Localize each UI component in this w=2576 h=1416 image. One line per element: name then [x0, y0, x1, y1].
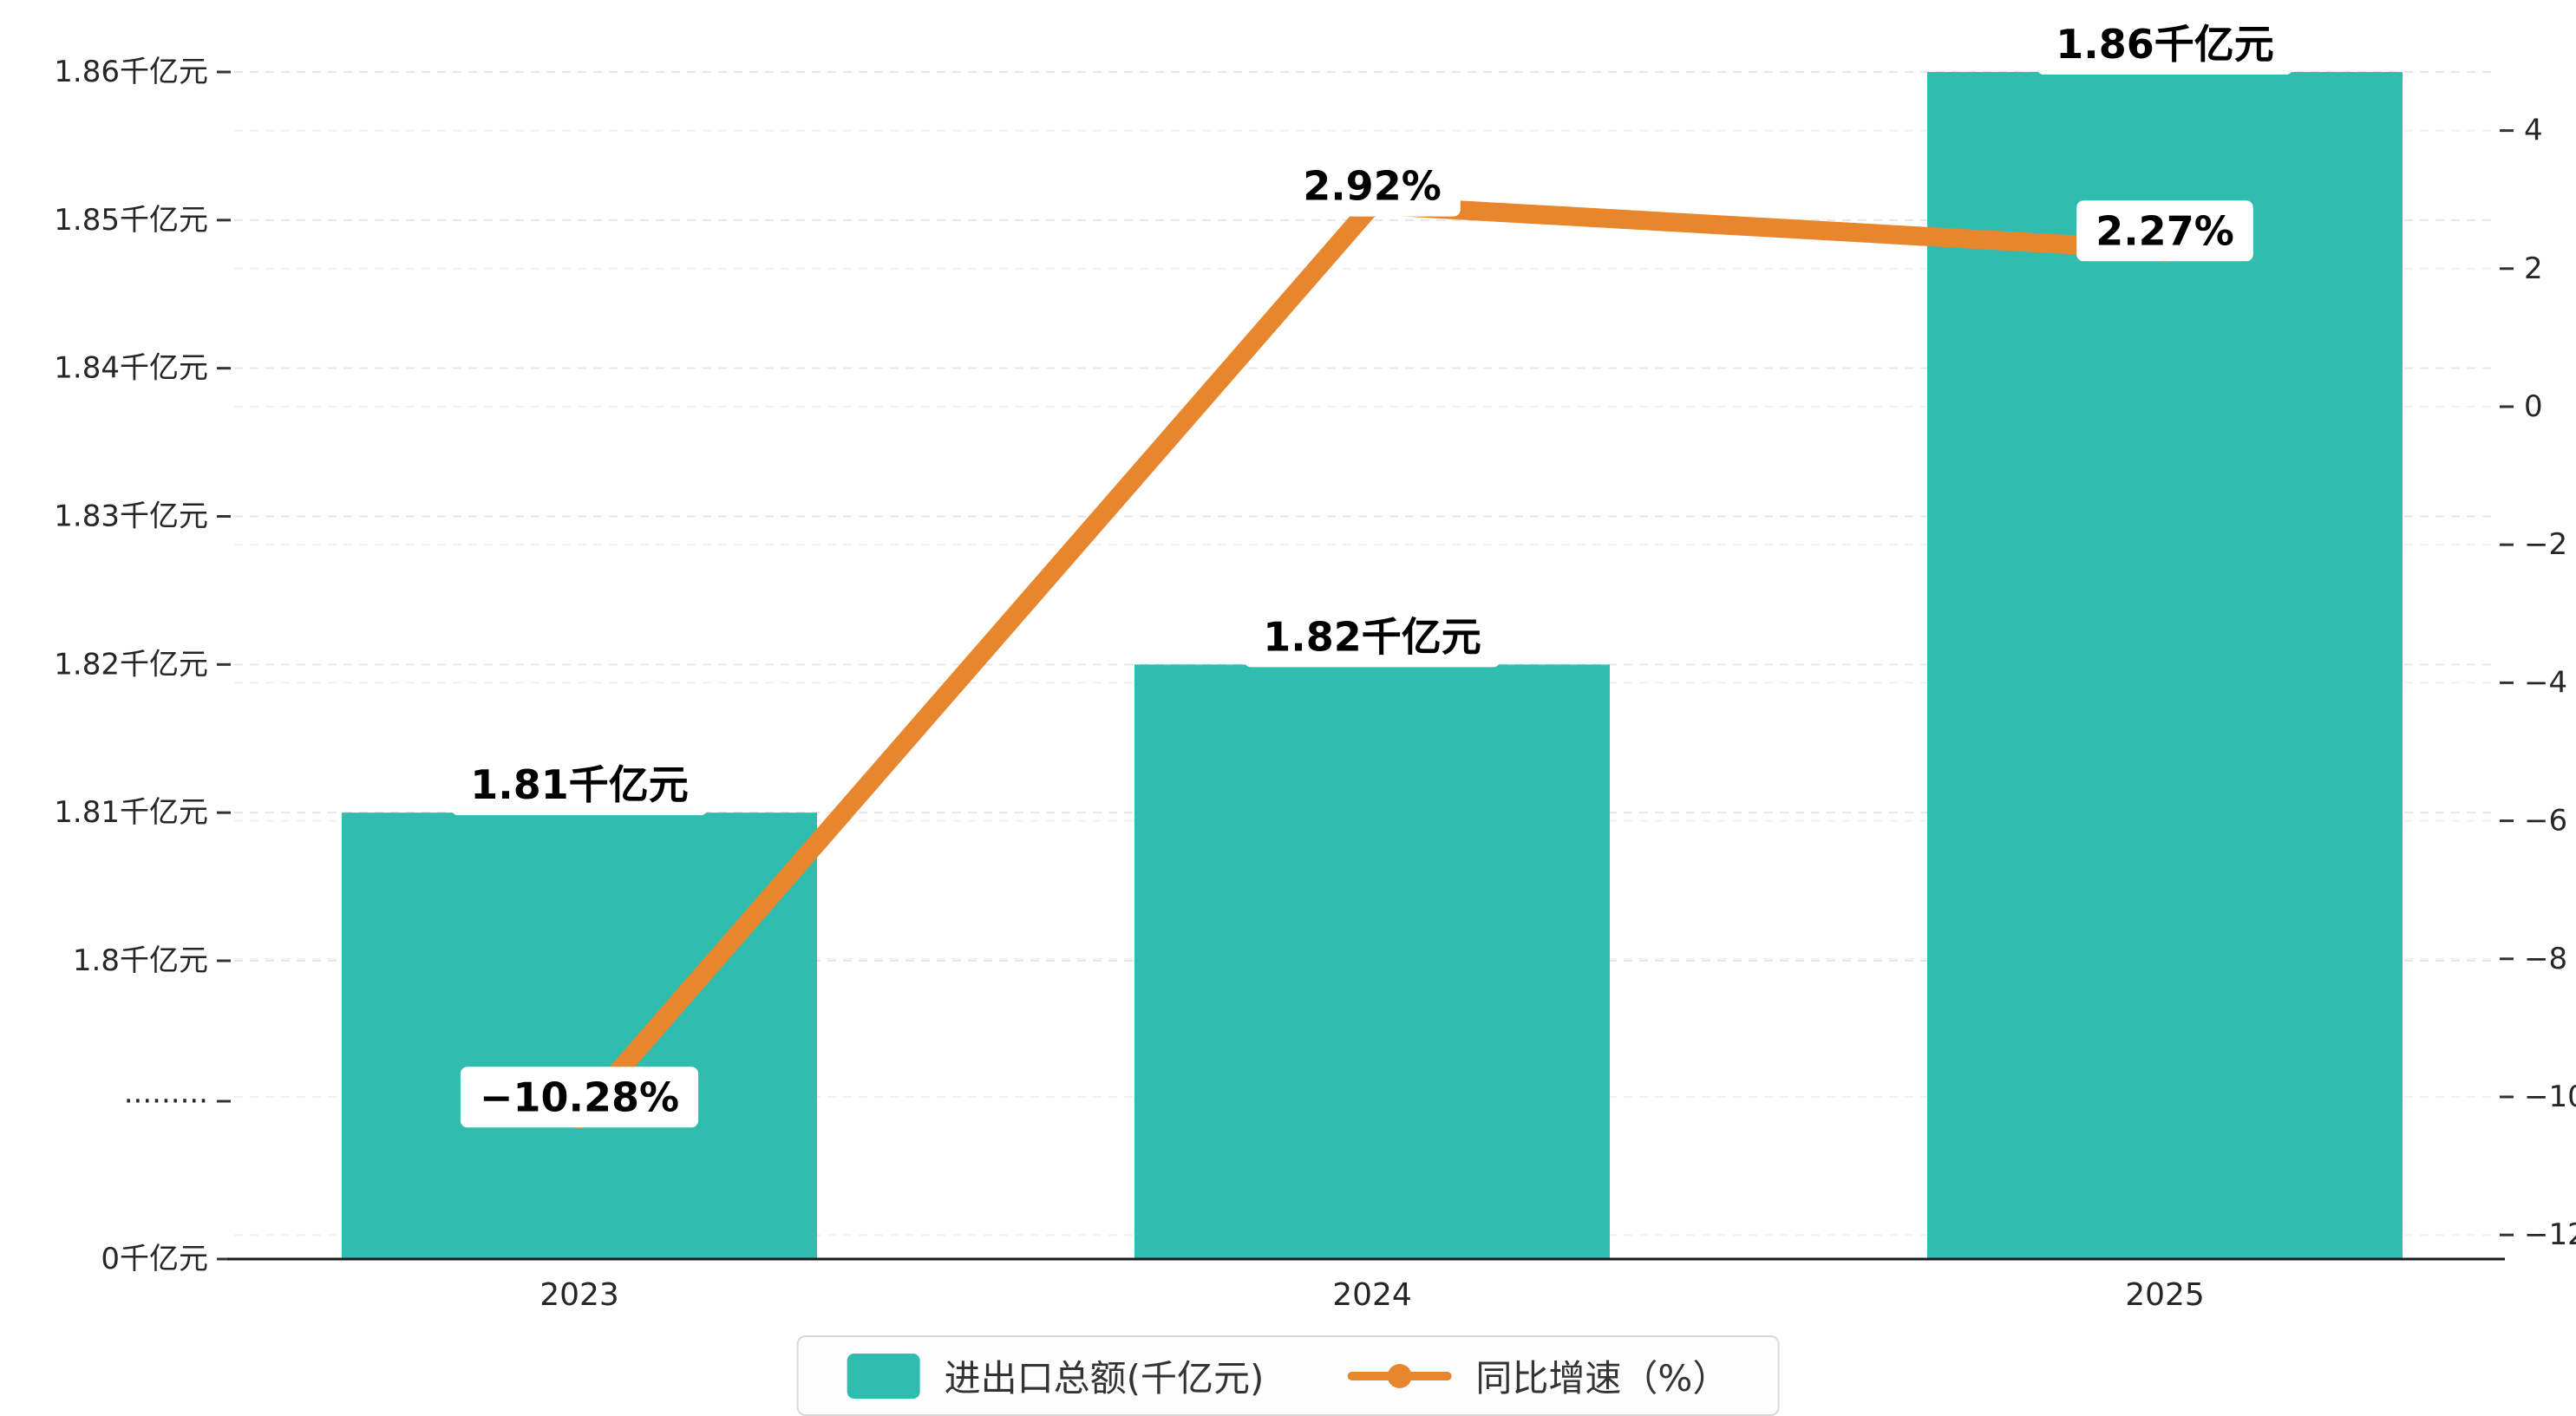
line-value-label: −10.28%: [460, 1067, 699, 1128]
left-axis-label: 1.81千亿元: [54, 795, 208, 830]
bar-value-label: 1.82千亿元: [1244, 606, 1500, 668]
line-value-label-box: [1284, 155, 1461, 217]
bar-value-label-text: 1.82千亿元: [1263, 613, 1481, 660]
left-axis-label: 1.8千亿元: [73, 943, 208, 978]
right-axis-label: −4: [2524, 665, 2567, 700]
left-axis-label: ·········: [124, 1084, 208, 1119]
bar-2023: [342, 812, 817, 1259]
right-axis-label: −12: [2524, 1217, 2576, 1252]
right-axis-label: 2: [2524, 251, 2543, 286]
bar-value-label: 1.81千亿元: [451, 754, 708, 816]
line-value-label-box: [460, 1067, 699, 1128]
left-axis-label: 1.82千亿元: [54, 647, 208, 682]
legend-item-growth[interactable]: 同比增速（%）: [1347, 1349, 1729, 1402]
bar-value-label-text: 1.86千亿元: [2056, 21, 2274, 68]
right-axis-label: −10: [2524, 1080, 2576, 1114]
right-axis-label: −8: [2524, 942, 2567, 976]
bar-value-label-box: [1244, 606, 1500, 668]
bar-2024: [1134, 664, 1610, 1259]
line-value-label: 2.92%: [1284, 155, 1461, 217]
legend-label: 进出口总额(千亿元): [944, 1357, 1265, 1400]
right-axis-label: −6: [2524, 804, 2567, 839]
bar-value-label: 1.86千亿元: [2037, 14, 2293, 75]
right-axis-label: 4: [2524, 114, 2543, 148]
x-axis-label-2023: 2023: [539, 1277, 619, 1313]
right-axis-label: −2: [2524, 527, 2567, 562]
line-value-label-text: 2.92%: [1303, 163, 1442, 210]
legend-bar-swatch-icon: [847, 1353, 920, 1399]
x-axis-label-2025: 2025: [2125, 1277, 2205, 1313]
line-value-label: 2.27%: [2076, 200, 2253, 262]
left-axis-label: 1.85千亿元: [54, 203, 208, 238]
left-axis-label: 1.83千亿元: [54, 499, 208, 534]
left-axis-label: 1.84千亿元: [54, 351, 208, 386]
bar-2025: [1927, 72, 2403, 1259]
bar-value-label-text: 1.81千亿元: [470, 761, 689, 808]
legend-item-total[interactable]: 进出口总额(千亿元): [847, 1349, 1265, 1402]
left-axis-label: 0千亿元: [101, 1242, 208, 1276]
line-value-label-text: 2.27%: [2095, 207, 2234, 254]
right-axis-label: 0: [2524, 389, 2543, 424]
legend: 进出口总额(千亿元) 同比增速（%）: [796, 1335, 1780, 1416]
line-value-label-text: −10.28%: [480, 1073, 679, 1120]
bar-value-label-box: [2037, 14, 2293, 75]
legend-line-swatch-icon: [1347, 1354, 1452, 1399]
line-value-label-box: [2076, 200, 2253, 262]
legend-label: 同比增速（%）: [1475, 1357, 1729, 1400]
x-axis-label-2024: 2024: [1332, 1277, 1412, 1313]
left-axis-label: 1.86千亿元: [54, 55, 208, 89]
legend-line-dot: [1387, 1363, 1412, 1388]
bar-value-label-box: [451, 754, 708, 816]
